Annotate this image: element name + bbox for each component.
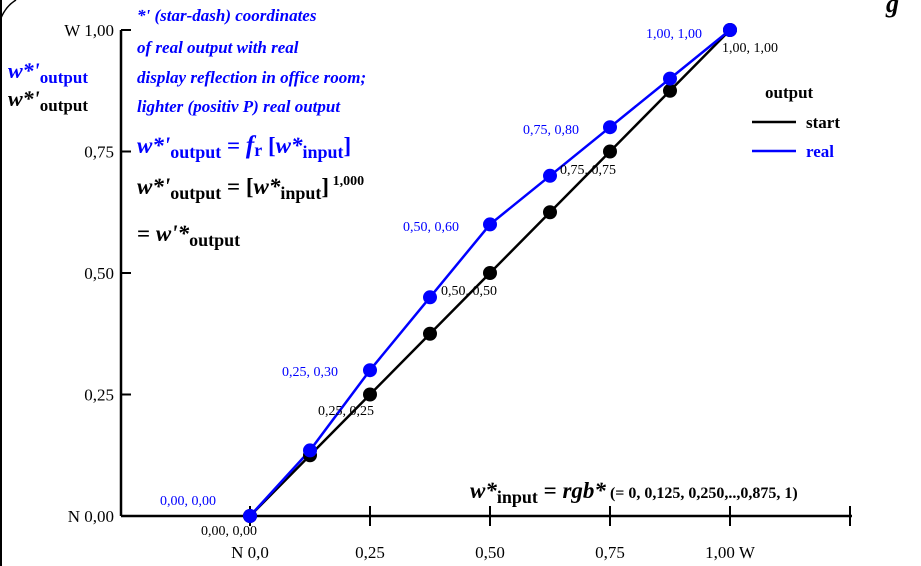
point-start bbox=[543, 205, 557, 220]
point-real bbox=[543, 168, 557, 183]
point-real bbox=[663, 71, 677, 86]
point-real bbox=[303, 443, 317, 458]
corner-curve bbox=[0, 0, 17, 19]
x-tick-label: 0,25 bbox=[355, 543, 385, 562]
label-black-2: 0,50, 0,50 bbox=[441, 284, 497, 299]
formula-2: w*'output = [w*input] 1,000 bbox=[137, 174, 364, 203]
ylabel-blue: w*'output bbox=[8, 58, 88, 87]
label-black-4: 1,00, 1,00 bbox=[722, 41, 778, 56]
point-labels-black: 0,00, 0,00 0,25, 0,25 0,50, 0,50 0,75, 0… bbox=[201, 41, 778, 539]
label-blue-4: 1,00, 1,00 bbox=[646, 27, 702, 42]
ticks bbox=[121, 29, 851, 526]
x-tick-label: 1,00 W bbox=[705, 543, 756, 562]
legend-label-real: real bbox=[806, 142, 834, 161]
y-tick-label: W 1,00 bbox=[64, 21, 114, 40]
label-blue-3: 0,75, 0,80 bbox=[523, 123, 579, 138]
label-blue-1: 0,25, 0,30 bbox=[282, 365, 338, 380]
point-start bbox=[363, 387, 377, 402]
title-fragment: g bbox=[885, 0, 899, 18]
point-real bbox=[483, 217, 497, 232]
legend: output start real bbox=[752, 83, 840, 161]
annotation-blue-text: *' (star-dash) coordinates of real outpu… bbox=[137, 6, 366, 116]
point-start bbox=[483, 266, 497, 280]
label-black-0: 0,00, 0,00 bbox=[201, 524, 257, 539]
y-tick-label: N 0,00 bbox=[68, 507, 114, 526]
point-start bbox=[423, 326, 437, 341]
tick-labels: N 0,0 N 0,00 0,25 0,25 0,50 0,50 0,75 0,75 1,00 … bbox=[64, 21, 756, 562]
x-tick-label: N 0,0 bbox=[231, 543, 269, 562]
annotation-line-1: of real output with real bbox=[137, 38, 299, 57]
point-start bbox=[663, 83, 677, 98]
y-tick-label: 0,25 bbox=[84, 386, 114, 405]
point-real bbox=[243, 509, 257, 523]
x-tick-label: 0,75 bbox=[595, 543, 625, 562]
series-layer bbox=[243, 23, 737, 523]
point-real bbox=[723, 23, 737, 37]
label-blue-0: 0,00, 0,00 bbox=[160, 494, 216, 509]
legend-label-start: start bbox=[806, 113, 840, 132]
xlabel: w*input = rgb* (= 0, 0,125, 0,250,..,0,8… bbox=[470, 478, 798, 507]
x-tick-label: 0,50 bbox=[475, 543, 505, 562]
ylabel-black: w*'output bbox=[8, 86, 88, 115]
label-blue-2: 0,50, 0,60 bbox=[403, 220, 459, 235]
label-black-3: 0,75, 0,75 bbox=[560, 163, 616, 178]
point-real bbox=[603, 120, 617, 135]
label-black-1: 0,25, 0,25 bbox=[318, 404, 374, 419]
annotation-line-0: *' (star-dash) coordinates bbox=[137, 6, 317, 25]
y-tick-label: 0,50 bbox=[84, 264, 114, 283]
annotation-line-2: display reflection in office room; bbox=[137, 68, 366, 87]
point-real bbox=[423, 290, 437, 305]
legend-title: output bbox=[765, 83, 814, 102]
annotation-line-3: lighter (positiv P) real output bbox=[137, 97, 341, 116]
formula-3: = w'*output bbox=[137, 221, 240, 250]
point-start bbox=[603, 144, 617, 159]
point-real bbox=[363, 363, 377, 378]
point-labels-blue: 0,00, 0,00 0,25, 0,30 0,50, 0,60 0,75, 0… bbox=[160, 27, 702, 509]
formula-1: w*'output = fr [w*input] bbox=[137, 132, 351, 162]
y-tick-label: 0,75 bbox=[84, 143, 114, 162]
